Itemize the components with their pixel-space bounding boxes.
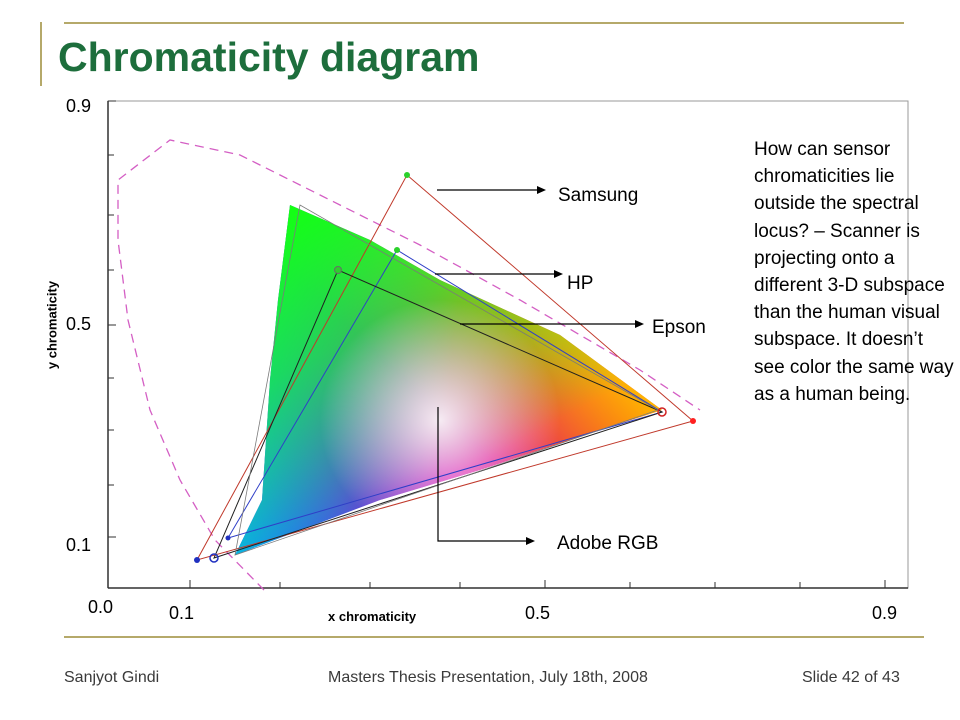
x-axis-title: x chromaticity [328,609,417,624]
y-tick-label-bottom: 0.1 [66,535,92,555]
x-tick-label-left: 0.1 [169,603,195,623]
footer-author: Sanjyot Gindi [64,669,160,686]
title-frame-left-rule [40,22,42,86]
x-tick-label-middle: 0.5 [525,603,551,623]
y-tick-label-middle: 0.5 [66,314,92,334]
samsung-blue-primary [194,557,200,563]
footer-rule [64,636,924,638]
axis-ticks [108,100,886,588]
samsung-red-primary [690,418,696,424]
footer-event: Masters Thesis Presentation, July 18th, … [328,669,648,686]
explanation-note: How can sensor chromaticities lie outsid… [754,139,954,405]
x-tick-label-right: 0.9 [872,603,898,623]
label-hp: HP [567,273,594,294]
footer-slide-number: Slide 42 of 43 [802,669,900,686]
label-epson: Epson [652,317,706,338]
title-frame-top-rule [64,22,904,24]
callout-arrowheads [526,186,644,545]
y-tick-label-top: 0.9 [66,96,92,116]
spectral-locus [117,139,701,591]
red-primary-cluster [657,407,667,417]
epson-blue-primary [209,553,219,563]
y-axis-title: y chromaticity [44,280,60,370]
slide-title: Chromaticity diagram [58,34,480,80]
hp-green-primary [394,247,400,253]
gamut-adobe-rgb [234,204,659,556]
epson-green-primary [334,266,342,274]
samsung-green-primary [404,172,410,178]
label-samsung: Samsung [558,185,639,206]
callout-lines [435,189,636,542]
gamut-samsung [195,174,695,561]
origin-label: 0.0 [88,597,114,617]
hp-blue-primary [225,535,231,541]
label-adobe-rgb: Adobe RGB [557,533,659,554]
gamut-hp [226,249,664,539]
